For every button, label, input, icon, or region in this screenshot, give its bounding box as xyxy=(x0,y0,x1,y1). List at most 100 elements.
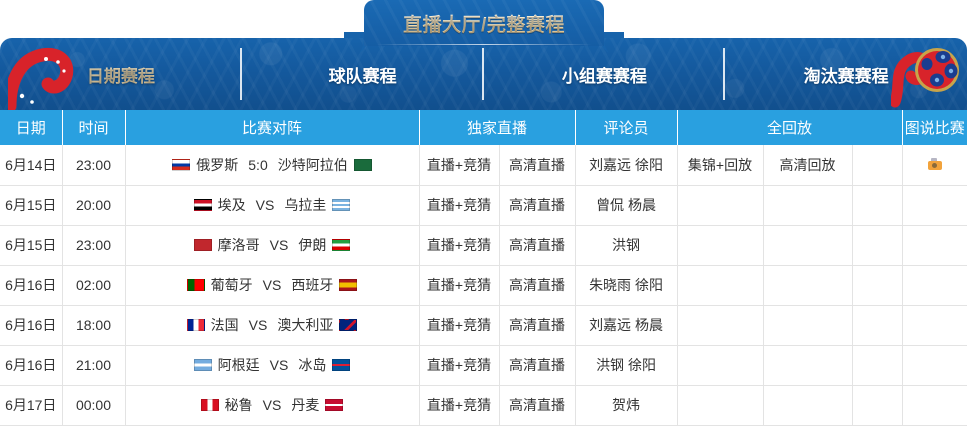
camera-icon[interactable] xyxy=(927,157,942,170)
banner-nav-tabs: 日期赛程 球队赛程 小组赛赛程 淘汰赛赛程 xyxy=(0,38,967,110)
col-header-commentator: 评论员 xyxy=(575,110,678,145)
cell-commentator: 刘嘉远 杨晨 xyxy=(575,305,678,346)
cell-replay-extra xyxy=(852,145,903,186)
cell-live-bet[interactable]: 直播+竞猜 xyxy=(419,265,500,306)
home-team-name: 俄罗斯 xyxy=(196,156,239,173)
cell-time: 20:00 xyxy=(62,185,126,226)
title-underline xyxy=(376,44,592,45)
page-title-tab: 直播大厅/完整赛程 xyxy=(364,0,604,46)
cell-hd-live[interactable]: 高清直播 xyxy=(499,305,576,346)
cell-matchup[interactable]: 葡萄牙 VS 西班牙 xyxy=(125,265,420,306)
spain-flag xyxy=(339,279,358,291)
table-row: 6月16日 21:00 阿根廷 VS 冰岛 直播+竞猜 高清直播 洪钢 徐阳 xyxy=(0,345,967,386)
col-header-full-replay: 全回放 xyxy=(677,110,903,145)
iceland-flag xyxy=(332,359,351,371)
cell-live-bet[interactable]: 直播+竞猜 xyxy=(419,305,500,346)
nav-tab-date-schedule[interactable]: 日期赛程 xyxy=(0,38,242,110)
cell-commentator: 贺炜 xyxy=(575,385,678,426)
table-body: 6月14日 23:00 俄罗斯 5:0 沙特阿拉伯 直播+竞猜 高清直播 刘嘉远 徐阳 集锦+回… xyxy=(0,145,967,426)
peru-flag xyxy=(200,399,219,411)
table-row: 6月14日 23:00 俄罗斯 5:0 沙特阿拉伯 直播+竞猜 高清直播 刘嘉远 徐阳 集锦+回… xyxy=(0,145,967,186)
cell-replay-extra xyxy=(852,225,903,266)
cell-replay-hd xyxy=(763,345,853,386)
cell-photo-story xyxy=(902,225,967,266)
matchup-inner: 俄罗斯 5:0 沙特阿拉伯 xyxy=(126,155,419,175)
cell-photo-story xyxy=(902,265,967,306)
cell-hd-live[interactable]: 高清直播 xyxy=(499,385,576,426)
cell-replay-highlights[interactable]: 集锦+回放 xyxy=(677,145,764,186)
denmark-flag xyxy=(325,399,344,411)
col-header-photo-story: 图说比赛 xyxy=(902,110,967,145)
cell-matchup[interactable]: 阿根廷 VS 冰岛 xyxy=(125,345,420,386)
nav-tab-group-stage-schedule[interactable]: 小组赛赛程 xyxy=(484,38,726,110)
match-score: VS xyxy=(255,197,275,213)
cell-hd-live[interactable]: 高清直播 xyxy=(499,345,576,386)
morocco-flag xyxy=(193,239,212,251)
banner-header: 直播大厅/完整赛程 xyxy=(0,0,967,110)
cell-matchup[interactable]: 秘鲁 VS 丹麦 xyxy=(125,385,420,426)
cell-replay-hd[interactable]: 高清回放 xyxy=(763,145,853,186)
portugal-flag xyxy=(186,279,205,291)
cell-replay-highlights xyxy=(677,385,764,426)
cell-live-bet[interactable]: 直播+竞猜 xyxy=(419,145,500,186)
france-flag xyxy=(186,319,205,331)
table-row: 6月16日 18:00 法国 VS 澳大利亚 直播+竞猜 高清直播 刘嘉远 杨晨 xyxy=(0,305,967,346)
home-team-name: 阿根廷 xyxy=(217,357,260,373)
table-head: 日期 时间 比赛对阵 独家直播 评论员 全回放 图说比赛 xyxy=(0,110,967,145)
argentina-flag xyxy=(193,359,212,371)
cell-photo-story[interactable] xyxy=(902,145,967,186)
home-team-name: 秘鲁 xyxy=(224,397,253,413)
cell-live-bet[interactable]: 直播+竞猜 xyxy=(419,385,500,426)
cell-matchup[interactable]: 法国 VS 澳大利亚 xyxy=(125,305,420,346)
cell-hd-live[interactable]: 高清直播 xyxy=(499,225,576,266)
schedule-table: 日期 时间 比赛对阵 独家直播 评论员 全回放 图说比赛 6月14日 23:00 俄… xyxy=(0,110,967,426)
match-score: VS xyxy=(269,237,289,253)
cell-replay-hd xyxy=(763,185,853,226)
home-team-name: 法国 xyxy=(210,317,239,333)
cell-live-bet[interactable]: 直播+竞猜 xyxy=(419,185,500,226)
cell-photo-story xyxy=(902,385,967,426)
cell-date: 6月16日 xyxy=(0,305,63,346)
match-score: VS xyxy=(262,397,282,413)
iran-flag xyxy=(332,239,351,251)
nav-tab-label: 球队赛程 xyxy=(328,66,397,86)
cell-live-bet[interactable]: 直播+竞猜 xyxy=(419,345,500,386)
cell-replay-extra xyxy=(852,385,903,426)
cell-replay-extra xyxy=(852,185,903,226)
schedule-table-wrap: 日期 时间 比赛对阵 独家直播 评论员 全回放 图说比赛 6月14日 23:00 俄… xyxy=(0,110,967,426)
col-header-date: 日期 xyxy=(0,110,63,145)
cell-hd-live[interactable]: 高清直播 xyxy=(499,185,576,226)
cell-matchup[interactable]: 埃及 VS 乌拉圭 xyxy=(125,185,420,226)
cell-hd-live[interactable]: 高清直播 xyxy=(499,265,576,306)
cell-photo-story xyxy=(902,305,967,346)
banner-pattern-strip xyxy=(0,38,967,110)
cell-live-bet[interactable]: 直播+竞猜 xyxy=(419,225,500,266)
matchup-inner: 埃及 VS 乌拉圭 xyxy=(126,195,419,215)
home-team-name: 葡萄牙 xyxy=(210,277,253,293)
cell-commentator: 曾侃 杨晨 xyxy=(575,185,678,226)
uruguay-flag xyxy=(332,199,351,211)
russia-flag xyxy=(172,158,191,171)
nav-tab-team-schedule[interactable]: 球队赛程 xyxy=(242,38,484,110)
nav-tab-label: 日期赛程 xyxy=(86,66,155,86)
cell-date: 6月14日 xyxy=(0,145,63,186)
match-score: VS xyxy=(248,317,268,333)
cell-commentator: 朱晓雨 徐阳 xyxy=(575,265,678,306)
cell-matchup[interactable]: 俄罗斯 5:0 沙特阿拉伯 xyxy=(125,145,420,186)
home-team-name: 摩洛哥 xyxy=(217,237,260,253)
cell-date: 6月16日 xyxy=(0,345,63,386)
matchup-inner: 阿根廷 VS 冰岛 xyxy=(126,355,419,375)
cell-date: 6月15日 xyxy=(0,225,63,266)
cell-time: 23:00 xyxy=(62,145,126,186)
cell-date: 6月15日 xyxy=(0,185,63,226)
cell-matchup[interactable]: 摩洛哥 VS 伊朗 xyxy=(125,225,420,266)
col-header-exclusive-live: 独家直播 xyxy=(419,110,576,145)
cell-photo-story xyxy=(902,185,967,226)
nav-tab-knockout-schedule[interactable]: 淘汰赛赛程 xyxy=(725,38,967,110)
cell-time: 23:00 xyxy=(62,225,126,266)
table-row: 6月16日 02:00 葡萄牙 VS 西班牙 直播+竞猜 高清直播 朱晓雨 徐阳 xyxy=(0,265,967,306)
cell-hd-live[interactable]: 高清直播 xyxy=(499,145,576,186)
cell-date: 6月17日 xyxy=(0,385,63,426)
away-team-name: 冰岛 xyxy=(298,357,327,373)
